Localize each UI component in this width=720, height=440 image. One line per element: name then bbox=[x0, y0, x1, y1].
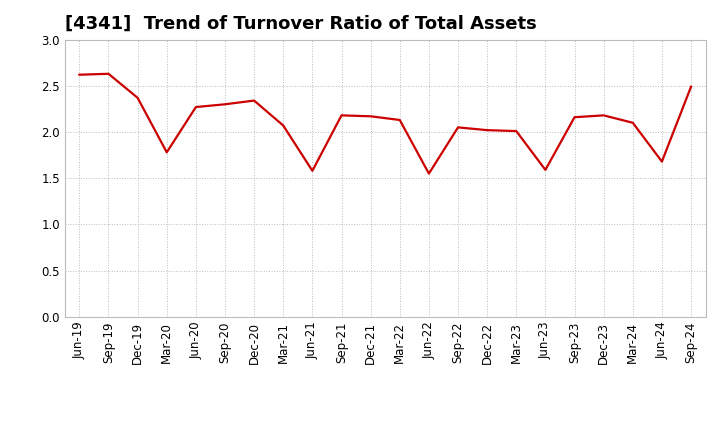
Text: [4341]  Trend of Turnover Ratio of Total Assets: [4341] Trend of Turnover Ratio of Total … bbox=[65, 15, 536, 33]
